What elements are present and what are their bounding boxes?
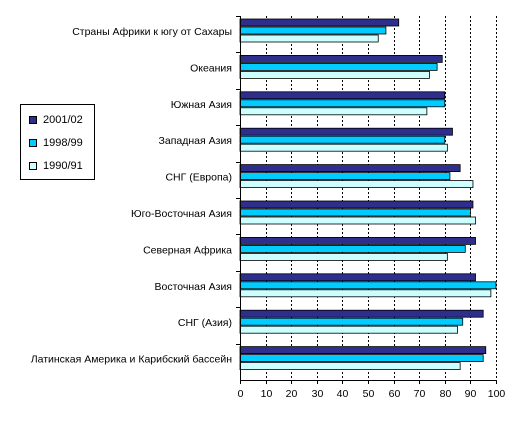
bar-2001-02: [239, 164, 461, 173]
category-label: Океания: [190, 62, 232, 74]
legend-item-1990-91: 1990/91: [29, 159, 83, 173]
legend-label-2001-02: 2001/02: [43, 114, 83, 126]
legend: 2001/02 1998/99 1990/91: [20, 104, 95, 180]
x-tick-label: 40: [337, 388, 349, 400]
bar-1990-91: [239, 71, 430, 79]
bar-1998-99: [239, 281, 497, 290]
category-label: СНГ (Европа): [165, 172, 232, 184]
x-tick-label: 0: [238, 388, 244, 400]
x-tick-label: 60: [389, 388, 401, 400]
bar-2001-02: [239, 127, 453, 136]
bar-1998-99: [239, 26, 387, 35]
bar-2001-02: [239, 200, 474, 209]
legend-label-1990-91: 1990/91: [43, 160, 83, 172]
bar-1998-99: [239, 63, 438, 71]
bars: [239, 18, 497, 371]
legend-swatch-1990-91: [29, 162, 37, 170]
category-label: Восточная Азия: [155, 281, 232, 293]
bar-1990-91: [239, 289, 492, 298]
x-tick-label: 10: [261, 388, 273, 400]
bar-1990-91: [239, 180, 474, 189]
x-tick-label: 100: [488, 388, 506, 400]
bar-2001-02: [239, 55, 443, 63]
legend-swatch-1998-99: [29, 139, 37, 147]
x-tick-label: 30: [312, 388, 324, 400]
x-tick-label: 70: [414, 388, 426, 400]
bar-1998-99: [239, 244, 466, 253]
x-tick-label: 50: [363, 388, 375, 400]
bar-1998-99: [239, 135, 446, 144]
bar-1998-99: [239, 172, 451, 181]
tick-labels: 0 10 20 30 40 50 60 70 80 90 100: [238, 388, 506, 400]
legend-swatch-2001-02: [29, 116, 37, 124]
bar-2001-02: [239, 309, 484, 318]
bar-1998-99: [239, 99, 446, 108]
category-label: Северная Африка: [143, 244, 232, 256]
category-label: Страны Африки к югу от Сахары: [72, 26, 232, 38]
category-label: Юго-Восточная Азия: [131, 208, 232, 220]
bar-2001-02: [239, 91, 446, 100]
axes: [236, 16, 497, 384]
bar-2001-02: [239, 18, 400, 27]
category-label: Южная Азия: [171, 99, 232, 111]
bar-2001-02: [239, 236, 476, 245]
x-tick-label: 80: [440, 388, 452, 400]
x-tick-label: 90: [465, 388, 477, 400]
bar-1990-91: [239, 216, 476, 225]
legend-item-2001-02: 2001/02: [29, 113, 83, 127]
bar-1990-91: [239, 143, 448, 152]
category-label: Латинская Америка и Карибский бассейн: [31, 354, 232, 366]
bar-1990-91: [239, 325, 459, 334]
bar-2001-02: [239, 273, 476, 282]
category-labels: Страны Африки к югу от Сахары Океания Южна…: [31, 26, 232, 366]
x-tick-label: 20: [286, 388, 298, 400]
bar-1990-91: [239, 362, 461, 371]
bar-1998-99: [239, 208, 471, 217]
bar-1990-91: [239, 252, 448, 261]
legend-label-1998-99: 1998/99: [43, 137, 83, 149]
legend-item-1998-99: 1998/99: [29, 136, 83, 150]
bar-1990-91: [239, 107, 428, 116]
bar-1998-99: [239, 317, 464, 326]
bar-1990-91: [239, 34, 379, 43]
bar-1998-99: [239, 354, 484, 363]
category-label: СНГ (Азия): [178, 317, 232, 329]
category-label: Западная Азия: [159, 135, 232, 147]
bar-2001-02: [239, 346, 487, 355]
